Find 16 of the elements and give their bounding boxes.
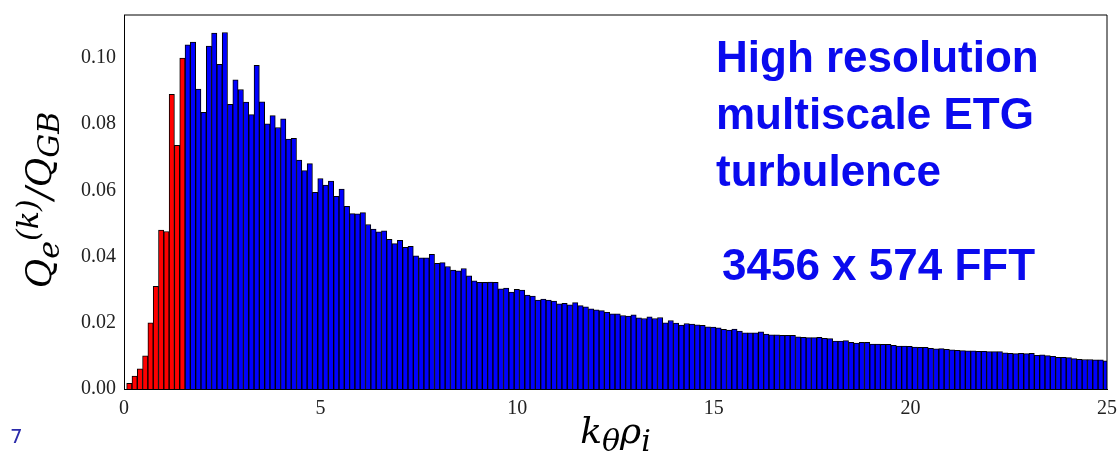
x-tick-label: 0 xyxy=(119,396,129,419)
text: 7 xyxy=(10,424,23,448)
annotation: High resolution multiscale ETG turbulence xyxy=(716,31,1040,197)
x-axis-title: k$_{θ}$ρ$_{i}$ xyxy=(580,410,651,459)
x-tick-label: 5 xyxy=(315,396,326,419)
y-tick-label: 0.08 xyxy=(81,111,116,134)
x-tick-label: 10 xyxy=(507,396,528,419)
y-tick-label: 0.00 xyxy=(81,376,116,399)
y-tick-label: 0.06 xyxy=(81,177,116,200)
x-tick-label: 25 xyxy=(1097,396,1117,419)
annotation: 3456 x 574 FFT xyxy=(722,240,1036,290)
x-tick-label: 20 xyxy=(900,396,921,419)
x-tick-label: 15 xyxy=(703,396,724,419)
y-tick-label: 0.04 xyxy=(81,243,116,266)
y-tick-label: 0.02 xyxy=(81,310,116,333)
y-tick-label: 0.10 xyxy=(81,45,116,68)
